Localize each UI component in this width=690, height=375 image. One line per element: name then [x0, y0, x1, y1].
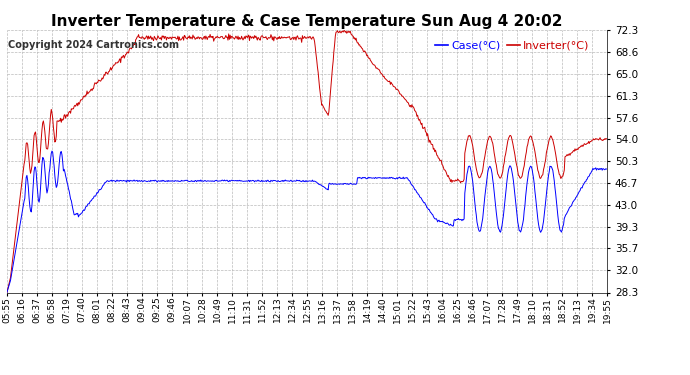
- Text: Copyright 2024 Cartronics.com: Copyright 2024 Cartronics.com: [8, 40, 179, 51]
- Title: Inverter Temperature & Case Temperature Sun Aug 4 20:02: Inverter Temperature & Case Temperature …: [51, 14, 563, 29]
- Legend: Case(°C), Inverter(°C): Case(°C), Inverter(°C): [435, 41, 590, 51]
